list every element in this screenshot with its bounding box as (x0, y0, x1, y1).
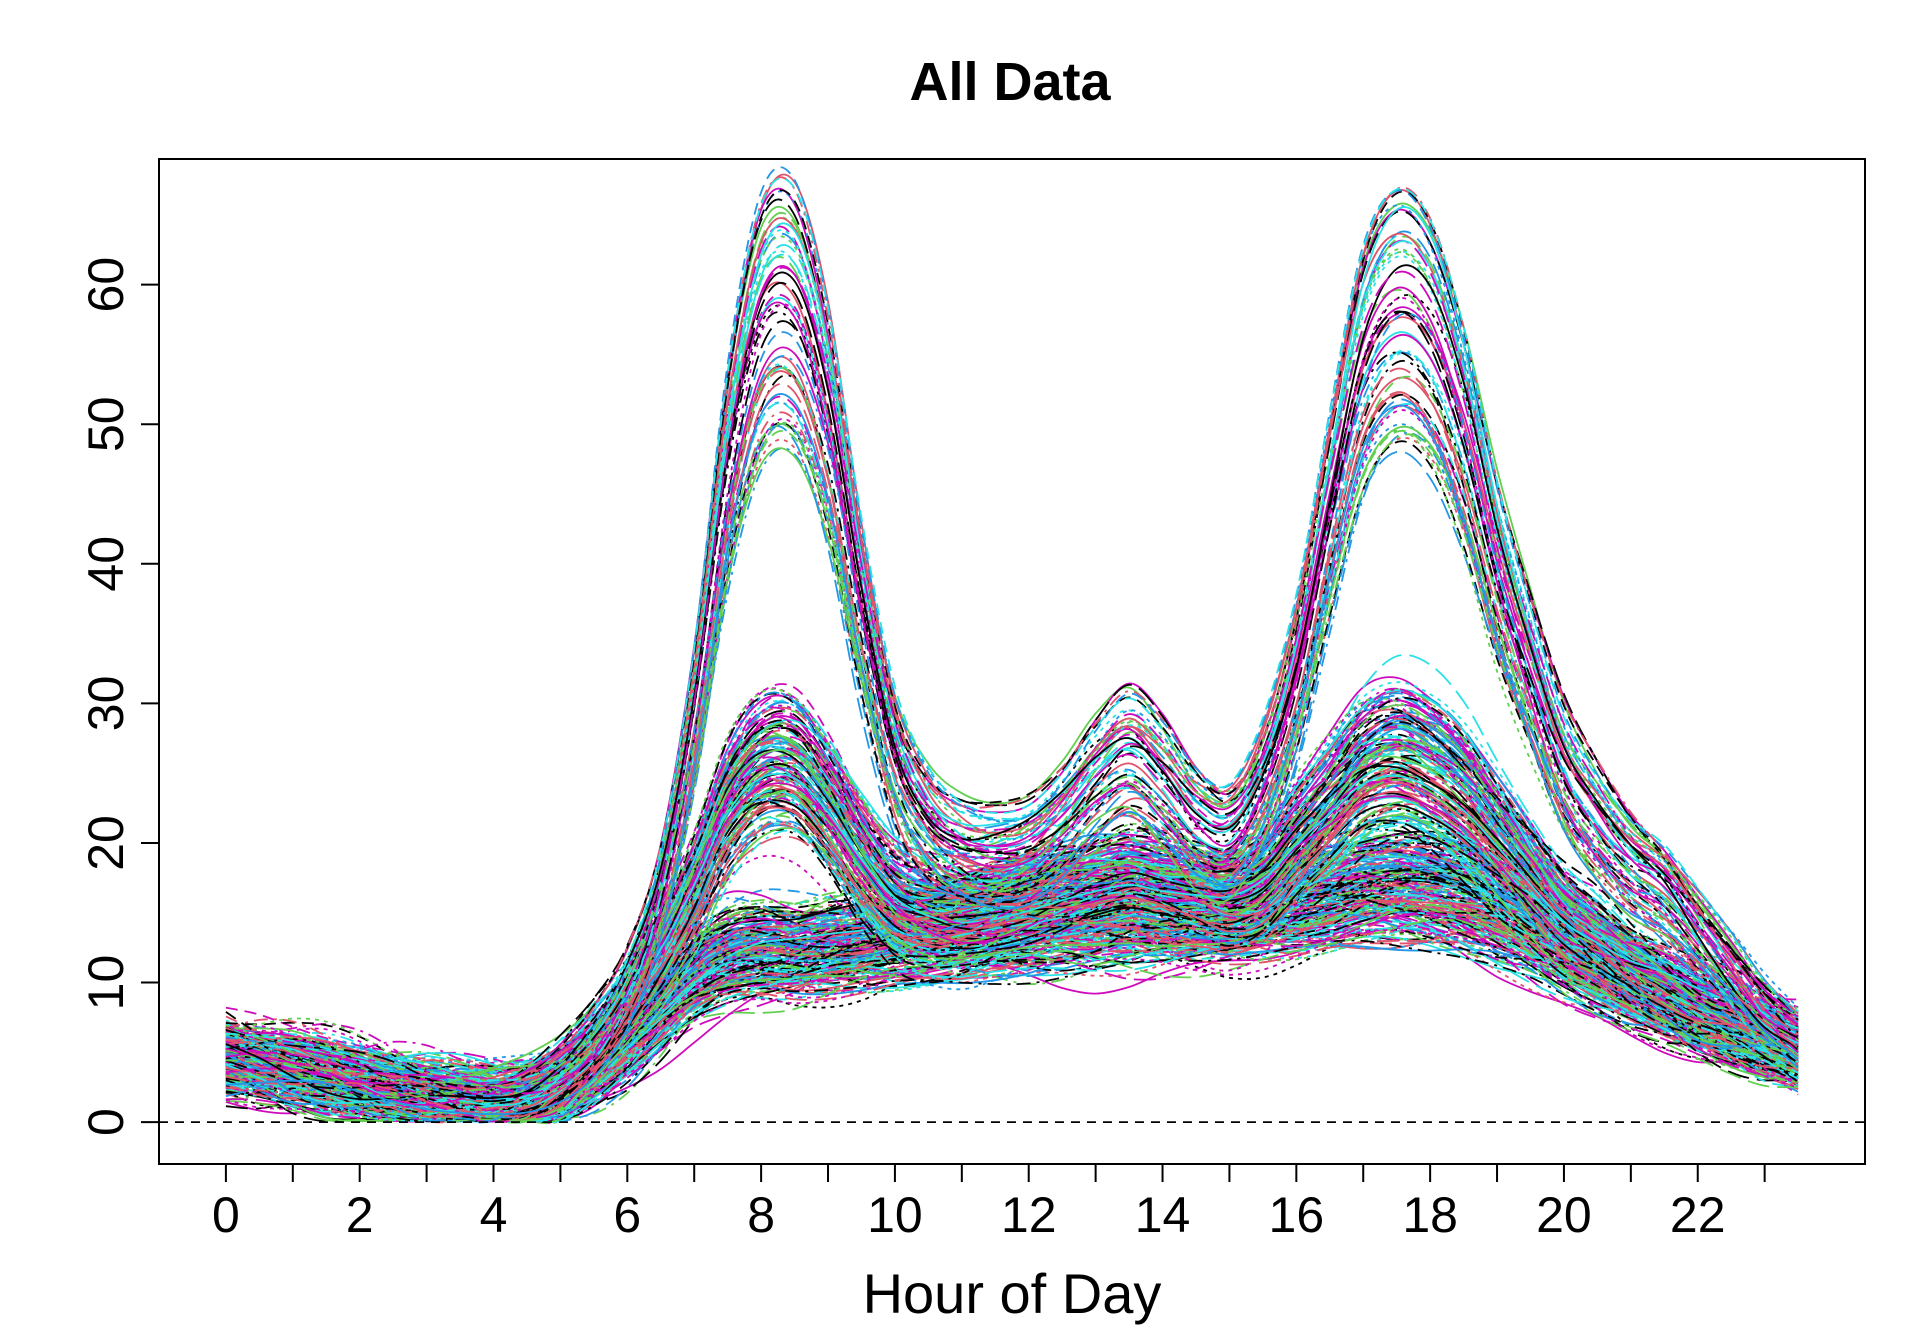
data-curve (225, 735, 1799, 1078)
x-tick-label: 14 (1135, 1187, 1191, 1243)
data-curve (225, 212, 1799, 1122)
data-curve (225, 792, 1799, 1106)
x-tick-label: 4 (480, 1187, 508, 1243)
data-curve (225, 930, 1799, 1121)
x-axis-label: Hour of Day (863, 1262, 1162, 1325)
data-curve (225, 741, 1799, 1098)
x-tick-label: 8 (747, 1187, 775, 1243)
data-curve (225, 425, 1799, 1096)
data-curve (225, 816, 1799, 1118)
x-tick-label: 6 (613, 1187, 641, 1243)
data-curve (225, 805, 1799, 1122)
data-curve (225, 423, 1799, 1099)
data-curve (225, 202, 1799, 1084)
data-curve (225, 297, 1799, 1113)
y-tick-label: 40 (78, 536, 134, 592)
data-curve (225, 725, 1799, 1091)
data-curve (225, 409, 1799, 1094)
data-curve (225, 250, 1799, 1084)
x-tick-label: 16 (1269, 1187, 1325, 1243)
x-tick-label: 0 (212, 1187, 240, 1243)
x-tick-label: 2 (346, 1187, 374, 1243)
data-curve (225, 360, 1799, 1112)
y-tick-label: 10 (78, 955, 134, 1011)
data-curve (225, 190, 1799, 1088)
data-curve (225, 166, 1799, 1097)
data-curve (225, 311, 1799, 1107)
data-curve (225, 405, 1799, 1113)
data-curve (225, 781, 1799, 1083)
y-axis: 0 10 20 30 40 50 60 (78, 257, 160, 1136)
data-curve (225, 206, 1799, 1107)
y-tick-label: 30 (78, 676, 134, 732)
chart-title: All Data (909, 52, 1111, 112)
x-tick-label: 20 (1536, 1187, 1592, 1243)
data-curve (225, 913, 1799, 1123)
x-tick-label: 12 (1001, 1187, 1057, 1243)
data-curve (225, 402, 1799, 1118)
y-tick-label: 20 (78, 815, 134, 871)
data-curve (225, 918, 1799, 1123)
x-tick-label: 18 (1402, 1187, 1458, 1243)
data-curve (225, 229, 1799, 1114)
data-curve (225, 367, 1799, 1090)
data-curve (225, 429, 1799, 1088)
y-tick-label: 50 (78, 396, 134, 452)
x-tick-label: 22 (1670, 1187, 1726, 1243)
x-axis: 0 2 4 6 8 10 12 14 16 18 20 22 (212, 1163, 1766, 1243)
y-tick-label: 0 (78, 1108, 134, 1136)
data-curve (225, 899, 1799, 1117)
data-curve (225, 177, 1799, 1082)
data-curve (225, 929, 1799, 1122)
y-tick-label: 60 (78, 257, 134, 313)
data-curve (225, 266, 1799, 1095)
data-curve (225, 297, 1799, 1113)
data-curve (225, 398, 1799, 1093)
data-curve (225, 198, 1799, 1100)
data-curve (225, 696, 1799, 1094)
plot-frame (158, 158, 1866, 1165)
curve-layer (225, 166, 1799, 1125)
data-curve (225, 349, 1799, 1083)
x-tick-label: 10 (867, 1187, 923, 1243)
data-curve (225, 814, 1799, 1121)
data-curve (225, 264, 1799, 1101)
data-curve (225, 681, 1799, 1064)
data-curve (225, 715, 1799, 1123)
data-curve (225, 908, 1799, 1095)
data-curve (225, 425, 1799, 1122)
data-curve (225, 393, 1799, 1116)
data-curve (225, 334, 1799, 1086)
data-curve (225, 811, 1799, 1123)
data-curve (225, 703, 1799, 1069)
